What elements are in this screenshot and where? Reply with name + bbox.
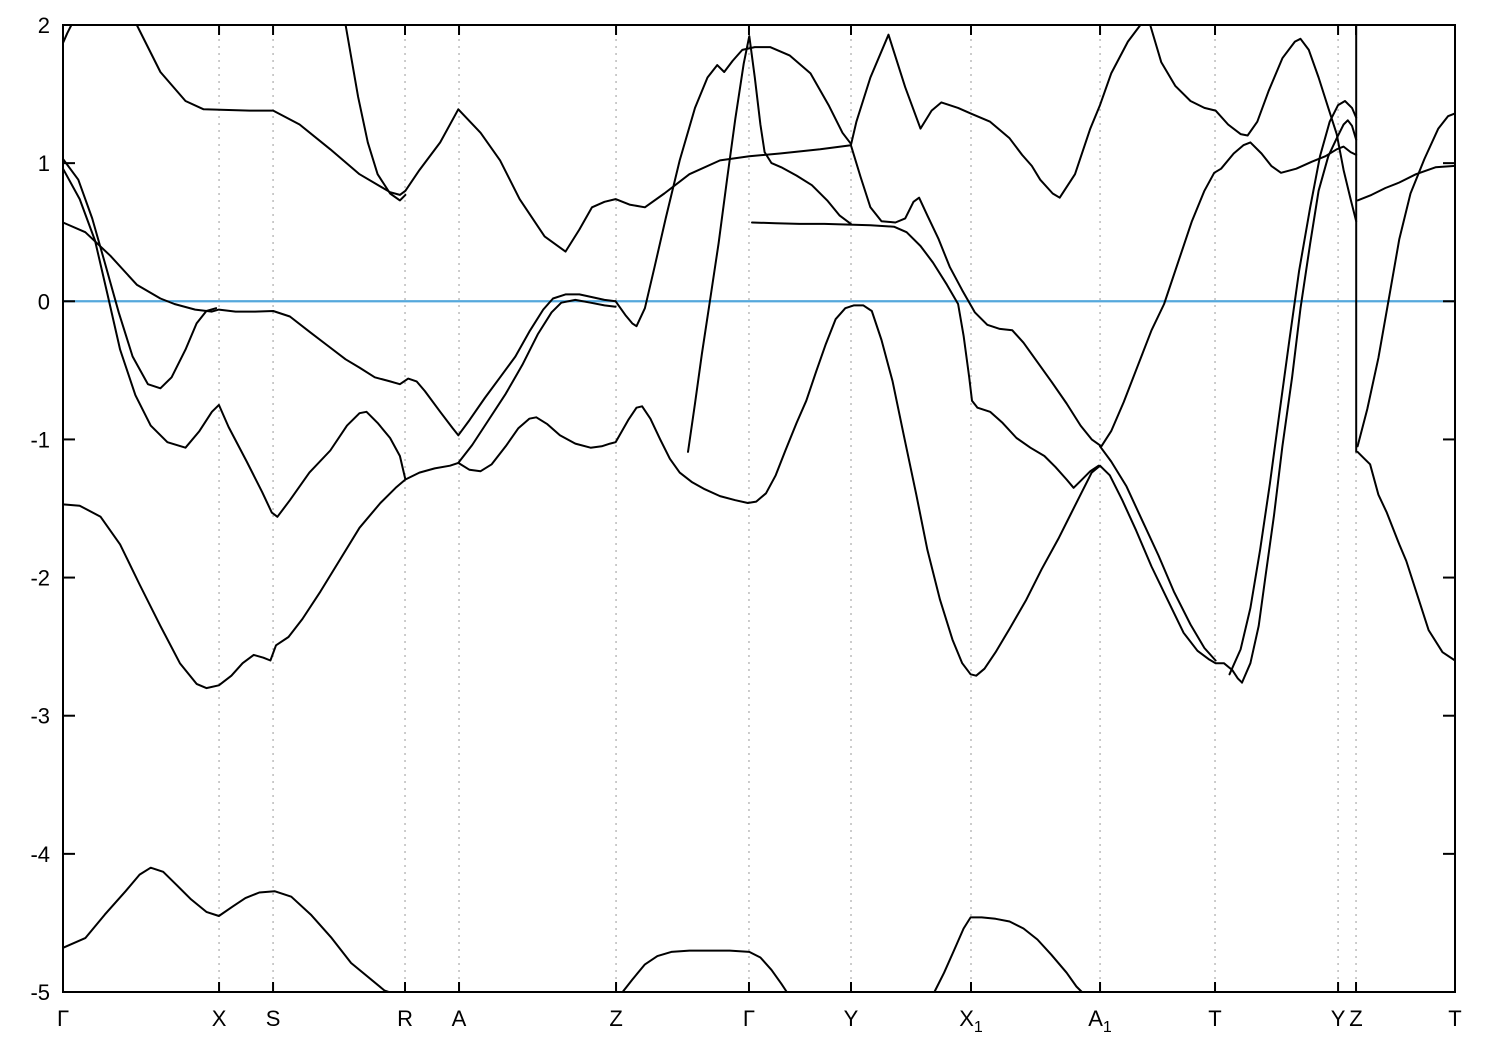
ytick-label-2: 2	[38, 13, 50, 38]
xtick-label-A1: A1	[1088, 1006, 1112, 1036]
xtick-label-Γ: Γ	[57, 1006, 69, 1031]
xtick-label-R: R	[397, 1006, 413, 1031]
xtick-label-Γ: Γ	[743, 1006, 755, 1031]
band-t-riser-1	[1241, 119, 1358, 684]
xtick-label-subscript: 1	[1103, 1019, 1112, 1036]
band-arch-z-gamma	[621, 949, 788, 993]
xtick-label-Z: Z	[1349, 1006, 1362, 1031]
band-y-junction	[849, 141, 1358, 448]
xtick-label-X: X	[212, 1006, 227, 1031]
band-topleft-stub	[62, 24, 73, 44]
plot-border	[62, 24, 1456, 993]
band-lowest-left	[62, 866, 390, 993]
xtick-label-T: T	[1208, 1006, 1221, 1031]
band-right-desc	[1356, 450, 1456, 662]
band-sr-steep	[344, 24, 407, 202]
band-a1-t-peak	[1149, 24, 1358, 223]
band-upper-main	[135, 24, 1142, 253]
ytick-label--4: -4	[30, 842, 50, 867]
xtick-label-Y: Y	[844, 1006, 859, 1031]
band-low-mid-dome	[457, 304, 1243, 684]
band-low-left	[62, 478, 407, 690]
xtick-label-Y: Y	[1331, 1006, 1346, 1031]
bands-group	[62, 24, 1456, 993]
band-z-gamma-steep1	[614, 46, 852, 328]
band-right-gentle	[1356, 164, 1456, 202]
ytick-label--5: -5	[30, 980, 50, 1005]
band-z-gamma-steep2	[687, 35, 852, 453]
ticks-group	[62, 24, 1456, 993]
band-gamma-103	[62, 158, 218, 390]
ytick-label-0: 0	[38, 289, 50, 314]
band-right-riser	[1356, 112, 1456, 448]
xtick-label-Z: Z	[609, 1006, 622, 1031]
band-flat-057	[751, 221, 1100, 489]
band-a1-t-desc2	[1099, 445, 1217, 662]
xtick-label-S: S	[266, 1006, 281, 1031]
ytick-label--3: -3	[30, 704, 50, 729]
xtick-label-T: T	[1448, 1006, 1461, 1031]
band-t-riser-2	[1228, 100, 1358, 676]
band-arch-x1	[933, 916, 1083, 993]
plot-border-group	[62, 24, 1456, 993]
ytick-label-1: 1	[38, 151, 50, 176]
xtick-label-subscript: 1	[974, 1019, 983, 1036]
ytick-label--1: -1	[30, 427, 50, 452]
axis-labels-group: 210-1-2-3-4-5Γ X S R A Z Γ Y X1 A1 T Y Z T	[30, 13, 1461, 1036]
ytick-label--2: -2	[30, 566, 50, 591]
xtick-label-A: A	[452, 1006, 467, 1031]
band-gamma-057-riser-a	[62, 221, 617, 437]
band-gamma-096-riser-b	[62, 167, 617, 518]
xtick-label-X1: X1	[959, 1006, 983, 1036]
